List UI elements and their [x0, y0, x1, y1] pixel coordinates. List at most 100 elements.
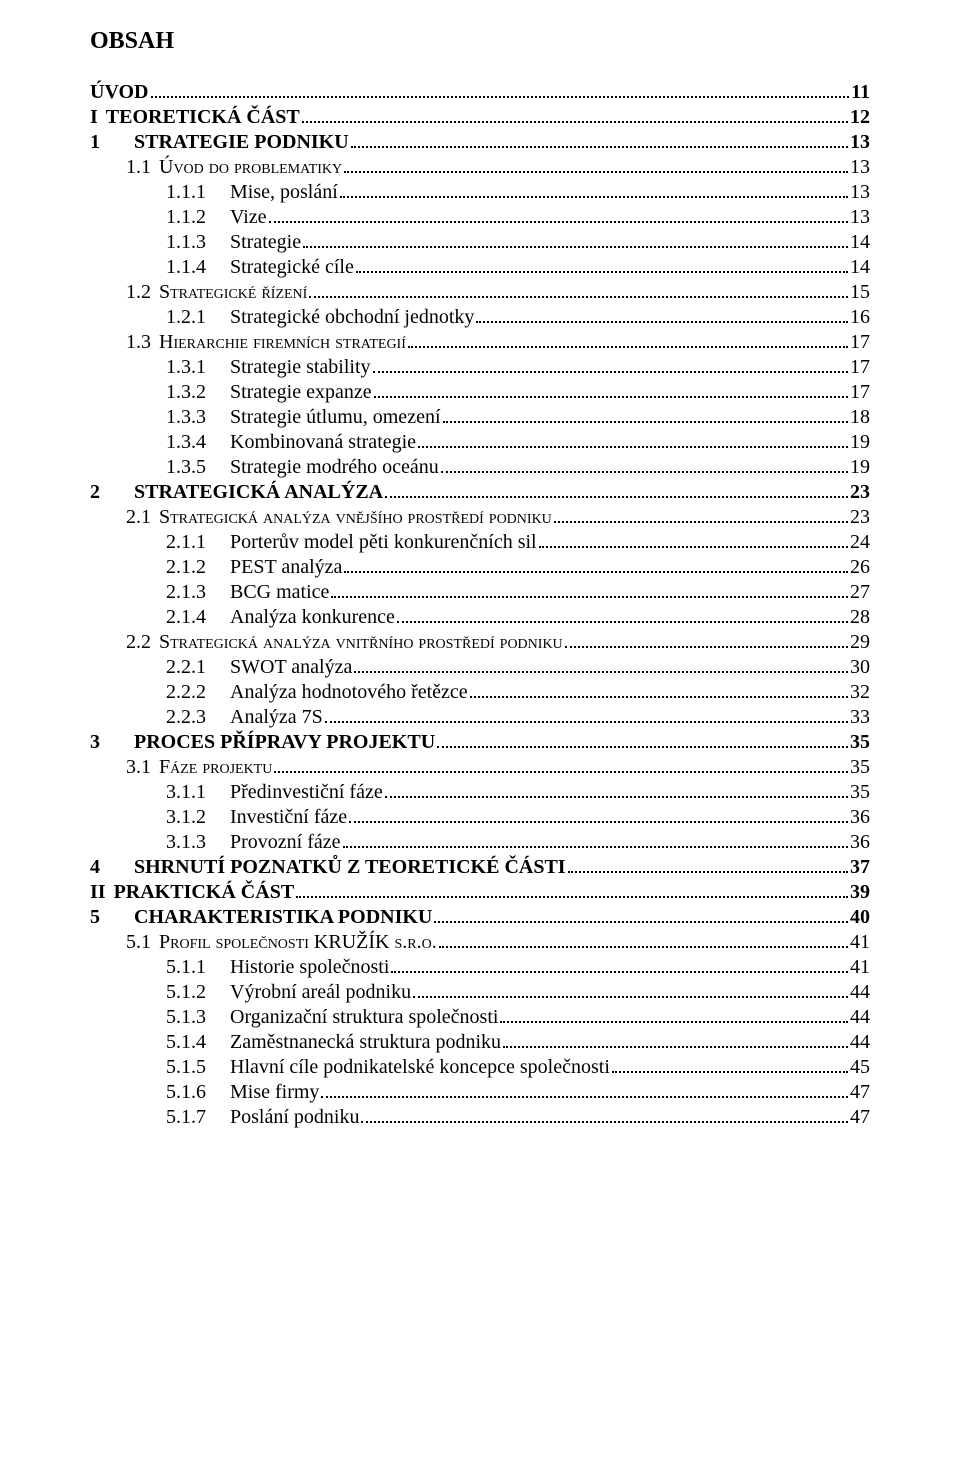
toc-entry: 2.2Strategická analýza vnitřního prostře… — [90, 631, 870, 654]
toc-label: 1.3.2Strategie expanze — [166, 381, 372, 404]
toc-entry: 5.1.3 Organizační struktura společnosti 44 — [90, 1006, 870, 1029]
toc-entry: 2.1.4Analýza konkurence28 — [90, 606, 870, 629]
toc-leader-dots — [443, 421, 849, 423]
toc-label: 5CHARAKTERISTIKA PODNIKU — [90, 906, 432, 929]
toc-text: Fáze projektu — [159, 756, 272, 778]
toc-text: Organizační struktura společnosti — [230, 1006, 498, 1028]
toc-entry: 1.2 Strategické řízení 15 — [90, 281, 870, 304]
toc-leader-dots — [476, 321, 848, 323]
toc-page-number: 13 — [850, 206, 870, 229]
toc-entry: 1.3 Hierarchie firemních strategií 17 — [90, 331, 870, 354]
toc-text: Hlavní cíle podnikatelské koncepce spole… — [230, 1056, 610, 1078]
toc-entry: 1.3.5Strategie modrého oceánu 19 — [90, 456, 870, 479]
toc-leader-dots — [340, 196, 848, 198]
toc-label: 3.1.1Předinvestiční fáze — [166, 781, 383, 804]
toc-text: Strategie — [230, 231, 301, 253]
toc-page-number: 17 — [850, 331, 870, 354]
toc-entry: 4SHRNUTÍ POZNATKŮ Z TEORETICKÉ ČÁSTI37 — [90, 856, 870, 879]
toc-leader-dots — [349, 821, 848, 823]
toc-leader-dots — [539, 546, 848, 548]
toc-number: 1.2.1 — [166, 306, 222, 329]
toc-text: Poslání podniku — [230, 1106, 359, 1128]
toc-page-number: 14 — [850, 256, 870, 279]
toc-text: Strategické cíle — [230, 256, 354, 278]
toc-number: 1.2 — [126, 281, 151, 303]
toc-leader-dots — [391, 971, 848, 973]
toc-text: Strategické řízení — [159, 281, 307, 303]
toc-text: Strategie expanze — [230, 381, 372, 403]
toc-number: 5.1.6 — [166, 1081, 222, 1104]
toc-page: OBSAH ÚVOD11ITEORETICKÁ ČÁST121STRATEGIE… — [0, 0, 960, 1171]
toc-entry: 1.3.1Strategie stability17 — [90, 356, 870, 379]
toc-text: Vize — [230, 206, 267, 228]
toc-label: 1.3.5Strategie modrého oceánu — [166, 456, 439, 479]
toc-leader-dots — [269, 221, 848, 223]
toc-label: 1.2 Strategické řízení — [126, 281, 307, 304]
toc-leader-dots — [418, 446, 848, 448]
toc-page-number: 47 — [850, 1106, 870, 1129]
toc-entry: 1STRATEGIE PODNIKU13 — [90, 131, 870, 154]
toc-entry: 3.1Fáze projektu35 — [90, 756, 870, 779]
toc-label: 1.3 Hierarchie firemních strategií — [126, 331, 406, 354]
toc-entry: 5CHARAKTERISTIKA PODNIKU40 — [90, 906, 870, 929]
toc-number: 5.1.4 — [166, 1031, 222, 1054]
toc-leader-dots — [356, 271, 848, 273]
toc-leader-dots — [325, 721, 848, 723]
toc-list: ÚVOD11ITEORETICKÁ ČÁST121STRATEGIE PODNI… — [90, 81, 870, 1129]
toc-number: 1.1 — [126, 156, 151, 178]
toc-label: 1.1.4Strategické cíle — [166, 256, 354, 279]
toc-text: Předinvestiční fáze — [230, 781, 383, 803]
toc-entry: 3.1.1Předinvestiční fáze 35 — [90, 781, 870, 804]
toc-leader-dots — [343, 846, 848, 848]
toc-label: 5.1.7Poslání podniku — [166, 1106, 359, 1129]
toc-leader-dots — [344, 571, 848, 573]
toc-entry: 1.1.1Mise, poslání13 — [90, 181, 870, 204]
toc-page-number: 44 — [850, 1006, 870, 1029]
toc-leader-dots — [554, 521, 848, 523]
toc-entry: 2.2.1SWOT analýza30 — [90, 656, 870, 679]
toc-entry: 1.3.3Strategie útlumu, omezení18 — [90, 406, 870, 429]
toc-number: 5.1.3 — [166, 1006, 222, 1029]
toc-label: 5.1.2Výrobní areál podniku — [166, 981, 411, 1004]
toc-page-number: 13 — [850, 156, 870, 179]
toc-page-number: 19 — [850, 456, 870, 479]
toc-page-number: 24 — [850, 531, 870, 554]
toc-page-number: 12 — [850, 106, 870, 129]
toc-entry: 2.2.2Analýza hodnotového řetězce32 — [90, 681, 870, 704]
toc-label: 1.1.2Vize — [166, 206, 267, 229]
toc-text: Strategie stability — [230, 356, 371, 378]
toc-page-number: 45 — [850, 1056, 870, 1079]
toc-page-number: 28 — [850, 606, 870, 629]
toc-number: 1.3 — [126, 331, 151, 353]
toc-page-number: 26 — [850, 556, 870, 579]
toc-number: 3 — [90, 731, 126, 754]
toc-leader-dots — [374, 396, 848, 398]
toc-entry: 5.1.4Zaměstnanecká struktura podniku44 — [90, 1031, 870, 1054]
toc-number: 2.1 — [126, 506, 151, 528]
toc-leader-dots — [565, 646, 848, 648]
toc-text: Výrobní areál podniku — [230, 981, 411, 1003]
toc-text: SHRNUTÍ POZNATKŮ Z TEORETICKÉ ČÁSTI — [134, 856, 566, 878]
toc-leader-dots — [500, 1021, 848, 1023]
toc-number: 3.1.3 — [166, 831, 222, 854]
toc-number: 1 — [90, 131, 126, 154]
toc-leader-dots — [568, 871, 848, 873]
toc-page-number: 35 — [850, 781, 870, 804]
toc-text: Mise, poslání — [230, 181, 338, 203]
toc-text: Analýza 7S — [230, 706, 323, 728]
toc-text: Provozní fáze — [230, 831, 341, 853]
toc-number: 1.1.3 — [166, 231, 222, 254]
toc-label: 1.3.3Strategie útlumu, omezení — [166, 406, 441, 429]
toc-number: 1.3.3 — [166, 406, 222, 429]
toc-page-number: 15 — [850, 281, 870, 304]
toc-page-number: 13 — [850, 181, 870, 204]
toc-label: 2.2.3Analýza 7S — [166, 706, 323, 729]
toc-entry: 5.1.1Historie společnosti41 — [90, 956, 870, 979]
toc-text: Hierarchie firemních strategií — [159, 331, 406, 353]
toc-text: Úvod do problematiky — [159, 156, 342, 178]
toc-text: Strategické obchodní jednotky — [230, 306, 474, 328]
toc-text: Analýza konkurence — [230, 606, 395, 628]
toc-entry: 2.1.3BCG matice27 — [90, 581, 870, 604]
toc-leader-dots — [408, 346, 848, 348]
toc-leader-dots — [151, 96, 850, 98]
